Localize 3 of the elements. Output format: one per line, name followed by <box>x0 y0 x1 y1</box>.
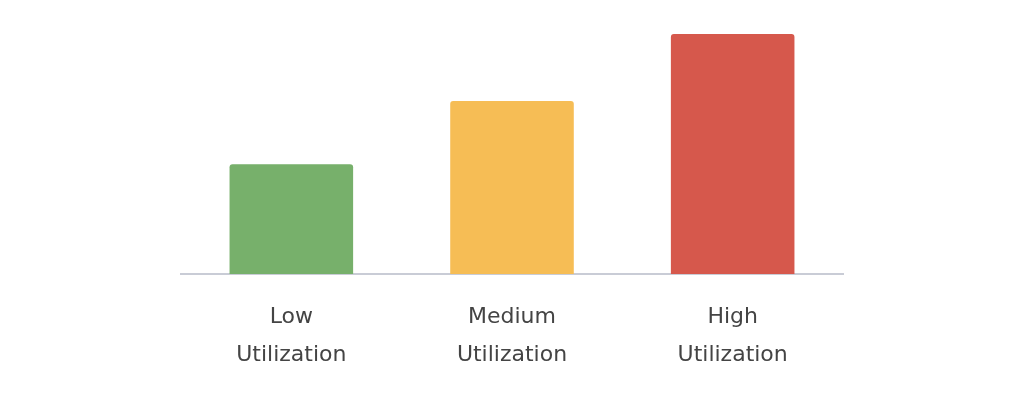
x-tick-label: Low Utilization <box>236 302 347 367</box>
x-tick-label: High Utilization <box>677 302 788 367</box>
x-tick-label: Medium Utilization <box>456 302 568 367</box>
